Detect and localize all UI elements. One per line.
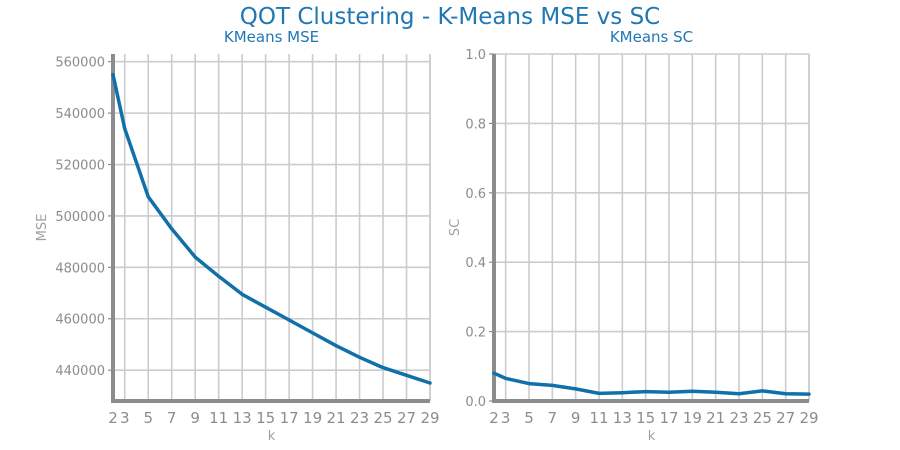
data-point bbox=[737, 392, 741, 396]
panel-title: KMeans MSE bbox=[224, 28, 319, 46]
x-tick-label: 19 bbox=[683, 409, 702, 427]
x-tick-label: 29 bbox=[420, 409, 439, 427]
data-point bbox=[264, 305, 268, 309]
data-point bbox=[334, 344, 338, 348]
data-point bbox=[381, 365, 385, 370]
data-point bbox=[240, 292, 244, 296]
y-tick-label: 520000 bbox=[55, 159, 105, 174]
x-tick-label: 21 bbox=[327, 409, 346, 427]
x-tick-label: 2 bbox=[489, 409, 499, 427]
x-tick-label: 27 bbox=[776, 409, 795, 427]
data-point bbox=[597, 391, 601, 395]
data-point bbox=[527, 382, 531, 386]
data-point bbox=[287, 318, 291, 322]
panel-title: KMeans SC bbox=[610, 28, 693, 46]
data-point bbox=[123, 126, 127, 131]
x-tick-label: 3 bbox=[501, 409, 511, 427]
x-axis-label: k bbox=[648, 429, 656, 444]
y-axis-label: SC bbox=[448, 219, 463, 236]
x-tick-label: 3 bbox=[120, 409, 130, 427]
data-point bbox=[357, 355, 362, 359]
data-point bbox=[690, 389, 694, 393]
x-tick-label: 17 bbox=[280, 409, 299, 427]
data-point bbox=[428, 381, 432, 385]
data-point bbox=[550, 383, 554, 387]
x-axis-label: k bbox=[268, 429, 276, 444]
y-tick-label: 0.4 bbox=[465, 256, 486, 271]
figure-title: QOT Clustering - K-Means MSE vs SC bbox=[239, 4, 661, 30]
data-point bbox=[111, 72, 115, 77]
y-tick-label: 0.6 bbox=[465, 187, 486, 202]
x-tick-label: 15 bbox=[636, 409, 655, 427]
y-tick-label: 540000 bbox=[55, 107, 105, 122]
x-tick-label: 29 bbox=[799, 409, 818, 427]
y-tick-label: 0.2 bbox=[465, 326, 486, 341]
data-point bbox=[807, 392, 811, 396]
data-point bbox=[146, 195, 150, 199]
y-tick-label: 500000 bbox=[55, 210, 105, 225]
x-tick-label: 9 bbox=[571, 409, 581, 427]
data-point bbox=[492, 371, 496, 375]
y-tick-label: 560000 bbox=[55, 56, 105, 71]
x-tick-label: 19 bbox=[303, 409, 322, 427]
data-point bbox=[714, 390, 718, 394]
x-tick-label: 21 bbox=[706, 409, 725, 427]
data-point bbox=[170, 227, 174, 231]
data-point bbox=[404, 373, 409, 377]
data-point bbox=[784, 392, 788, 396]
x-tick-label: 7 bbox=[548, 409, 558, 427]
y-axis-label: MSE bbox=[35, 214, 50, 242]
x-tick-label: 25 bbox=[753, 409, 772, 427]
data-point bbox=[310, 331, 315, 335]
y-tick-label: 0.0 bbox=[465, 395, 486, 410]
y-tick-label: 0.8 bbox=[465, 117, 486, 132]
x-tick-label: 13 bbox=[233, 409, 252, 427]
data-point bbox=[644, 390, 648, 394]
chart-panel-mse: 2 3 5 7 9 11 13 15 17 19 21 23 25 27 29440000460000480… bbox=[35, 28, 440, 444]
x-tick-label: 27 bbox=[397, 409, 416, 427]
data-point bbox=[193, 255, 197, 259]
data-point bbox=[504, 376, 508, 381]
y-tick-label: 480000 bbox=[55, 261, 105, 276]
x-tick-label: 15 bbox=[256, 409, 275, 427]
x-tick-label: 11 bbox=[589, 409, 608, 427]
chart-panel-sc: 2 3 5 7 9 11 13 15 17 19 21 23 25 27 290.00.20.40.60.8… bbox=[448, 28, 819, 444]
x-tick-label: 23 bbox=[729, 409, 748, 427]
x-tick-label: 5 bbox=[143, 409, 153, 427]
x-tick-label: 11 bbox=[209, 409, 228, 427]
y-tick-label: 440000 bbox=[55, 364, 105, 379]
x-tick-label: 17 bbox=[659, 409, 678, 427]
data-point bbox=[667, 390, 671, 394]
x-tick-label: 9 bbox=[190, 409, 200, 427]
x-tick-label: 2 bbox=[108, 409, 118, 427]
data-point bbox=[620, 391, 624, 395]
x-tick-label: 23 bbox=[350, 409, 369, 427]
data-point bbox=[217, 274, 221, 278]
x-tick-label: 13 bbox=[613, 409, 632, 427]
x-tick-label: 7 bbox=[167, 409, 177, 427]
x-tick-label: 25 bbox=[373, 409, 392, 427]
data-point bbox=[760, 389, 764, 393]
y-tick-label: 460000 bbox=[55, 313, 105, 328]
data-point bbox=[574, 387, 578, 391]
x-tick-label: 5 bbox=[524, 409, 534, 427]
y-tick-label: 1.0 bbox=[465, 48, 486, 63]
